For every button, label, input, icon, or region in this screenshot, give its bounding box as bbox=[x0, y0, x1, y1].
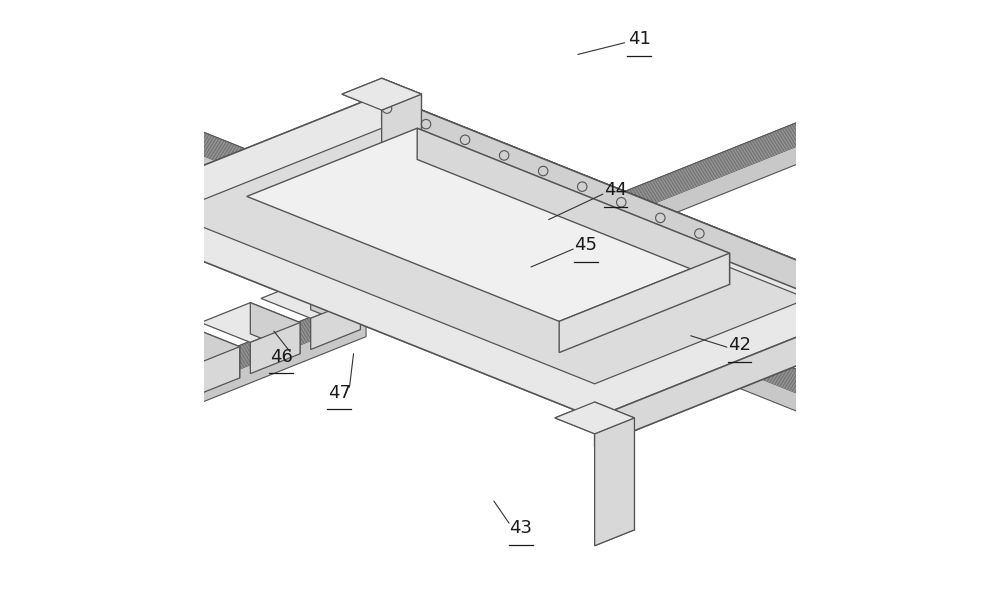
Polygon shape bbox=[850, 299, 893, 345]
Polygon shape bbox=[247, 128, 730, 321]
Polygon shape bbox=[0, 34, 62, 117]
Polygon shape bbox=[900, 8, 1000, 65]
Polygon shape bbox=[84, 94, 893, 418]
Polygon shape bbox=[966, 62, 1000, 117]
Polygon shape bbox=[0, 484, 25, 517]
Polygon shape bbox=[84, 197, 123, 326]
Polygon shape bbox=[978, 40, 1000, 123]
Polygon shape bbox=[595, 299, 893, 447]
Polygon shape bbox=[382, 94, 421, 222]
Polygon shape bbox=[893, 299, 933, 426]
Polygon shape bbox=[623, 279, 694, 307]
Polygon shape bbox=[0, 3, 62, 60]
Polygon shape bbox=[893, 299, 933, 426]
Polygon shape bbox=[0, 56, 46, 111]
Polygon shape bbox=[0, 484, 25, 525]
Polygon shape bbox=[311, 298, 360, 349]
Polygon shape bbox=[250, 323, 300, 374]
Polygon shape bbox=[311, 279, 360, 330]
Polygon shape bbox=[342, 78, 421, 110]
Polygon shape bbox=[0, 80, 46, 131]
Polygon shape bbox=[169, 128, 808, 384]
Polygon shape bbox=[0, 451, 39, 506]
Polygon shape bbox=[929, 44, 1000, 74]
Polygon shape bbox=[595, 402, 634, 530]
Text: 45: 45 bbox=[574, 236, 597, 254]
Polygon shape bbox=[0, 3, 62, 91]
Polygon shape bbox=[579, 68, 965, 222]
Polygon shape bbox=[964, 8, 1000, 97]
Polygon shape bbox=[0, 429, 55, 512]
Polygon shape bbox=[976, 86, 1000, 137]
Polygon shape bbox=[893, 283, 933, 410]
Polygon shape bbox=[0, 39, 610, 337]
Polygon shape bbox=[169, 128, 808, 384]
Polygon shape bbox=[559, 253, 730, 353]
Polygon shape bbox=[893, 283, 933, 410]
Polygon shape bbox=[0, 56, 46, 100]
Text: 47: 47 bbox=[328, 384, 351, 402]
Polygon shape bbox=[0, 475, 39, 526]
Polygon shape bbox=[853, 283, 933, 314]
Polygon shape bbox=[342, 78, 421, 110]
Polygon shape bbox=[84, 197, 123, 326]
Polygon shape bbox=[595, 299, 893, 447]
Polygon shape bbox=[382, 94, 893, 327]
Polygon shape bbox=[853, 283, 933, 314]
Polygon shape bbox=[382, 78, 421, 206]
Polygon shape bbox=[0, 428, 47, 458]
Polygon shape bbox=[595, 418, 634, 546]
Polygon shape bbox=[0, 435, 6, 491]
Polygon shape bbox=[417, 128, 730, 285]
Polygon shape bbox=[261, 279, 360, 318]
Text: 43: 43 bbox=[509, 519, 532, 537]
Polygon shape bbox=[595, 418, 634, 546]
Polygon shape bbox=[994, 453, 1000, 489]
Polygon shape bbox=[595, 402, 634, 530]
Polygon shape bbox=[0, 397, 55, 454]
Polygon shape bbox=[382, 78, 421, 206]
Polygon shape bbox=[666, 279, 694, 321]
Polygon shape bbox=[366, 210, 1000, 478]
Polygon shape bbox=[0, 451, 39, 495]
Polygon shape bbox=[559, 253, 730, 353]
Polygon shape bbox=[250, 302, 300, 354]
Polygon shape bbox=[0, 397, 55, 486]
Polygon shape bbox=[0, 39, 610, 308]
Polygon shape bbox=[140, 327, 240, 366]
Polygon shape bbox=[916, 62, 1000, 106]
Polygon shape bbox=[84, 213, 123, 342]
Polygon shape bbox=[417, 128, 730, 285]
Polygon shape bbox=[555, 402, 634, 434]
Polygon shape bbox=[579, 68, 934, 251]
Polygon shape bbox=[397, 210, 1000, 507]
Polygon shape bbox=[247, 128, 730, 321]
Polygon shape bbox=[555, 402, 634, 434]
Polygon shape bbox=[44, 197, 123, 229]
Text: 44: 44 bbox=[604, 181, 627, 199]
Polygon shape bbox=[201, 302, 300, 342]
Polygon shape bbox=[190, 347, 240, 398]
Polygon shape bbox=[850, 282, 893, 327]
Polygon shape bbox=[11, 295, 397, 449]
Text: 42: 42 bbox=[728, 336, 751, 354]
Polygon shape bbox=[84, 213, 123, 342]
Polygon shape bbox=[84, 94, 893, 418]
Polygon shape bbox=[595, 401, 637, 447]
Polygon shape bbox=[44, 197, 123, 229]
Polygon shape bbox=[929, 52, 965, 107]
Polygon shape bbox=[0, 502, 25, 540]
Polygon shape bbox=[382, 94, 424, 140]
Text: 46: 46 bbox=[270, 348, 293, 366]
Polygon shape bbox=[11, 295, 366, 479]
Text: 41: 41 bbox=[628, 30, 650, 48]
Polygon shape bbox=[382, 94, 893, 327]
Polygon shape bbox=[190, 327, 240, 378]
Polygon shape bbox=[382, 94, 421, 222]
